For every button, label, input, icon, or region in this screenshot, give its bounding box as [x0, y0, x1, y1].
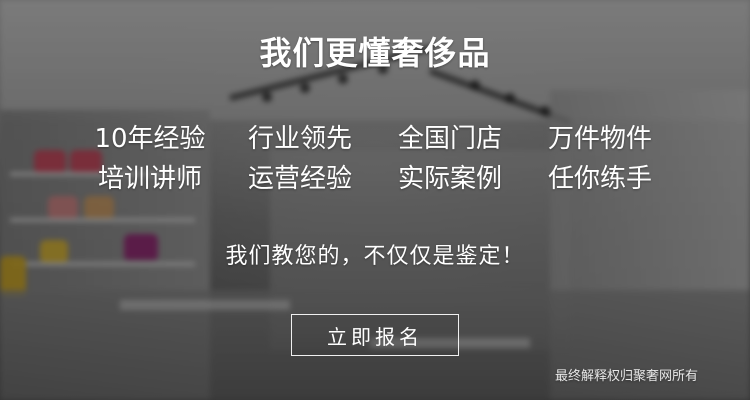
display-shelf [10, 218, 195, 222]
display-table [120, 300, 290, 310]
banner-title: 我们更懂奢侈品 [259, 34, 491, 72]
ceiling-spotlight [378, 64, 388, 74]
display-shelf [10, 172, 195, 176]
feature-item: 培训讲师 [97, 164, 202, 194]
feature-item: 任你练手 [547, 164, 652, 194]
signup-button-label: 立即报名 [327, 324, 423, 349]
display-table [370, 338, 530, 348]
ceiling-spotlight [338, 74, 348, 84]
handbag [84, 196, 114, 218]
handbag [0, 256, 26, 296]
disclaimer-text: 最终解释权归聚奢网所有 [554, 369, 698, 384]
signup-button[interactable]: 立即报名 [291, 314, 459, 356]
feature-grid: 10年经验 行业领先 全国门店 万件物件 培训讲师 运营经验 实际案例 任你练手 [75, 122, 675, 196]
handbag [124, 234, 158, 260]
feature-item: 全国门店 [397, 124, 502, 154]
ceiling-spotlight [470, 80, 480, 90]
handbag [34, 150, 66, 172]
ceiling-spotlight [540, 106, 550, 116]
display-shelf [10, 262, 195, 266]
handbag [48, 196, 78, 218]
feature-item: 10年经验 [94, 124, 206, 154]
feature-item: 实际案例 [397, 164, 502, 194]
feature-item: 万件物件 [547, 124, 652, 154]
ceiling-spotlight [505, 93, 515, 103]
handbag [70, 150, 102, 172]
ceiling-spotlight [300, 83, 310, 93]
ceiling-spotlight [262, 92, 272, 102]
feature-item: 运营经验 [247, 164, 352, 194]
feature-item: 行业领先 [247, 124, 352, 154]
banner-tagline: 我们教您的，不仅仅是鉴定！ [225, 244, 525, 269]
handbag [40, 240, 68, 262]
